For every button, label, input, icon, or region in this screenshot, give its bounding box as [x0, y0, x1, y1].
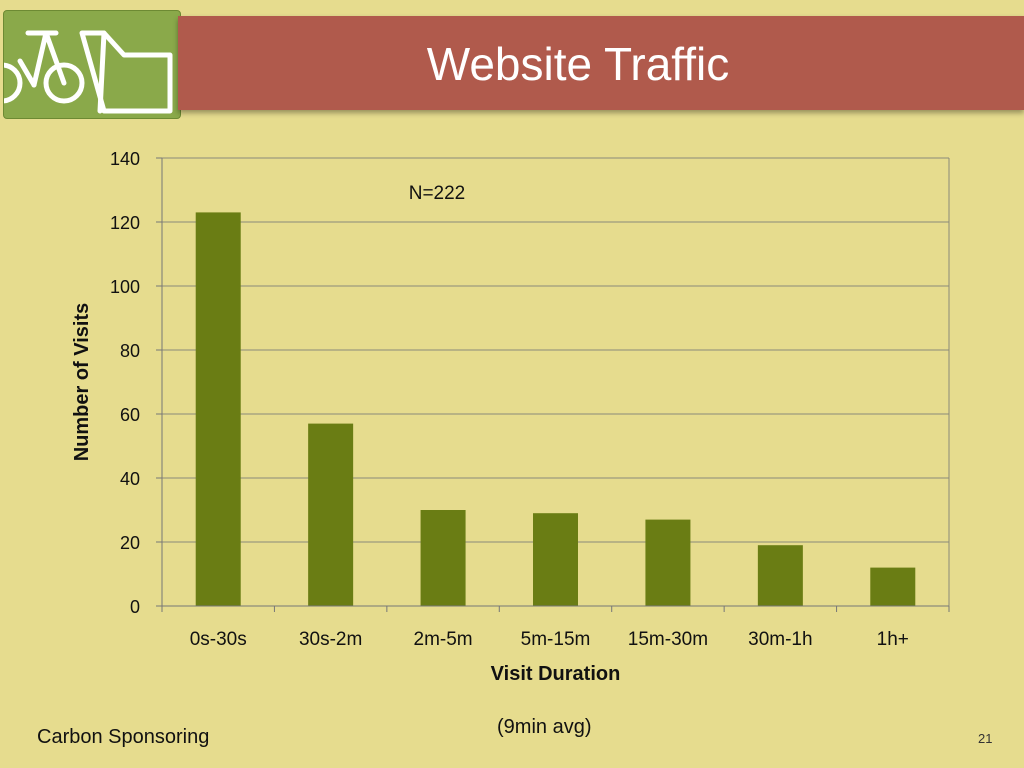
y-tick-label: 120 — [110, 213, 140, 233]
page-number: 21 — [978, 731, 993, 746]
slide-title: Website Traffic — [426, 38, 730, 90]
title-bar: Website Traffic — [178, 16, 1024, 110]
logo — [3, 10, 181, 119]
y-axis-label: Number of Visits — [71, 303, 93, 462]
footer-center: (9min avg) — [497, 716, 592, 738]
x-tick-label: 0s-30s — [190, 629, 247, 650]
bar-30s-2m — [308, 423, 354, 606]
bars — [195, 212, 916, 606]
bar-0s-30s — [195, 212, 241, 606]
bar-5m-15m — [533, 513, 578, 606]
bar-1h+ — [870, 567, 916, 606]
y-tick-label: 60 — [120, 405, 140, 425]
x-tick-label: 30s-2m — [299, 629, 362, 650]
footer-left: Carbon Sponsoring — [37, 726, 210, 748]
x-tick-label: 1h+ — [877, 629, 909, 650]
y-tick-label: 100 — [110, 277, 140, 297]
y-tick-label: 0 — [130, 597, 140, 617]
sample-size-annotation: N=222 — [409, 183, 466, 204]
bar-30m-1h — [757, 545, 803, 606]
bicycle-cargo-icon — [4, 30, 173, 114]
x-tick-label: 15m-30m — [628, 629, 708, 650]
x-tick-label: 2m-5m — [414, 629, 473, 650]
labels: 0 20 40 60 80 100 120 140 0s-30s 30s-2m 2m-5m 5m-15… — [71, 149, 909, 685]
y-tick-label: 140 — [110, 149, 140, 169]
x-tick-label: 5m-15m — [521, 629, 591, 650]
y-tick-label: 80 — [120, 341, 140, 361]
y-tick-label: 20 — [120, 533, 140, 553]
x-tick-label: 30m-1h — [748, 629, 812, 650]
bar-15m-30m — [645, 519, 691, 606]
y-tick-label: 40 — [120, 469, 140, 489]
x-axis-label: Visit Duration — [491, 663, 621, 685]
axes — [156, 157, 950, 612]
bar-2m-5m — [420, 510, 466, 606]
